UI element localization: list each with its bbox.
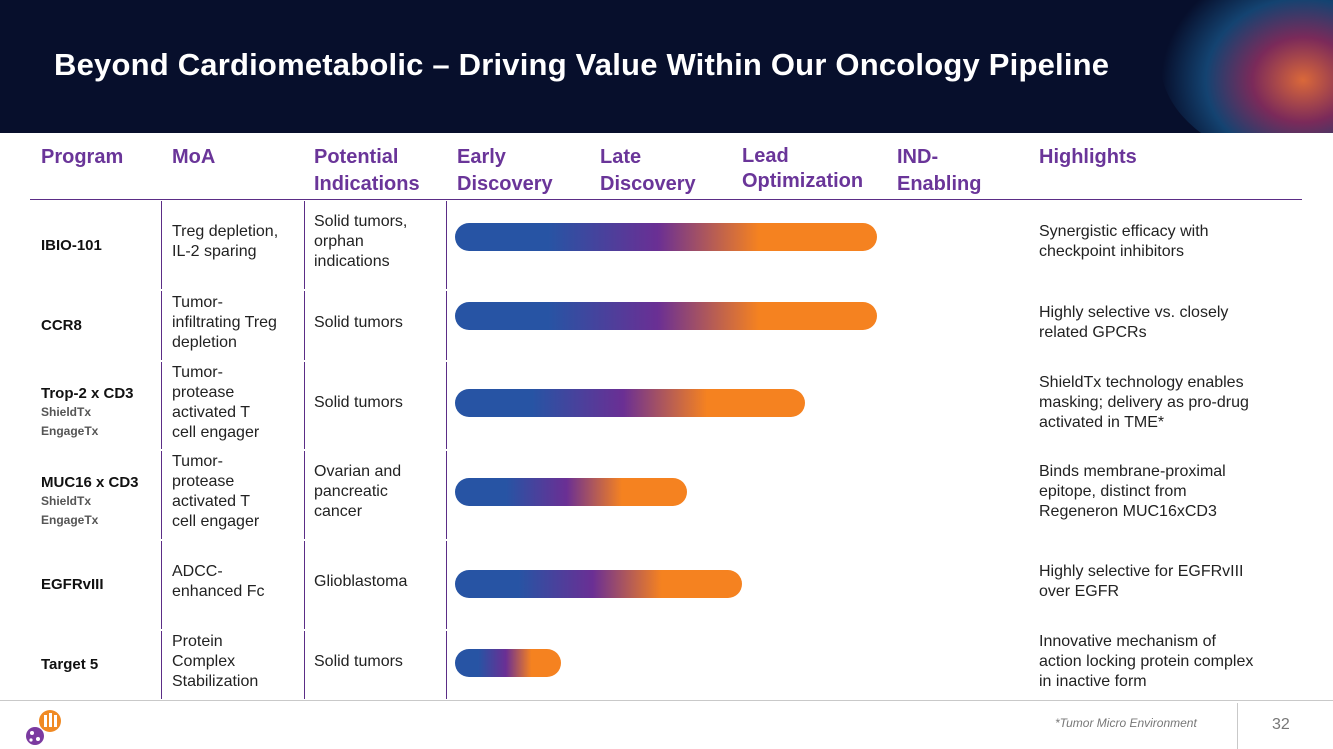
- highlight-text: ShieldTx technology enables masking; deli…: [1039, 374, 1249, 431]
- pipeline-progress-bar: [455, 649, 561, 677]
- slide-title: Beyond Cardiometabolic – Driving Value W…: [54, 47, 1110, 82]
- column-divider: [161, 201, 162, 289]
- indication-text: Solid tumors, orphan indications: [314, 213, 408, 270]
- column-divider: [446, 541, 447, 629]
- column-divider: [161, 362, 162, 449]
- header-indications: Potential Indications: [314, 146, 420, 195]
- program-platform-tag: EngageTx: [41, 424, 99, 438]
- header-early-discovery: Early Discovery: [457, 146, 553, 195]
- title-banner: Beyond Cardiometabolic – Driving Value W…: [0, 0, 1333, 133]
- highlight-text: Synergistic efficacy with checkpoint inhi…: [1039, 223, 1209, 260]
- program-name: Target 5: [41, 656, 99, 673]
- pipeline-progress-bar: [455, 389, 805, 417]
- page-number-divider: [1237, 703, 1238, 749]
- indication-text: Glioblastoma: [314, 573, 408, 590]
- program-platform-tag: EngageTx: [41, 513, 99, 527]
- indication-text: Solid tumors: [314, 314, 403, 331]
- column-divider: [446, 291, 447, 360]
- highlight-text: Innovative mechanism of action locking pr…: [1039, 633, 1254, 690]
- header-late-discovery: Late Discovery: [600, 146, 696, 195]
- indication-text: Ovarian and pancreatic cancer: [314, 463, 402, 520]
- header-lead-optimization: Lead Optimization: [742, 145, 864, 192]
- antibody-illustration: [1160, 0, 1333, 133]
- column-divider: [161, 291, 162, 360]
- highlight-text: Binds membrane-proximal epitope, distinct…: [1039, 463, 1226, 520]
- page-number: 32: [1272, 716, 1290, 733]
- highlight-text: Highly selective for EGFRvIII over EGFR: [1039, 563, 1244, 600]
- column-divider: [304, 201, 305, 289]
- column-divider: [446, 451, 447, 539]
- header-highlights: Highlights: [1039, 146, 1137, 168]
- header-program: Program: [41, 146, 124, 168]
- moa-text: Treg depletion, IL-2 sparing: [172, 223, 279, 260]
- header-moa: MoA: [172, 146, 216, 168]
- column-divider: [446, 362, 447, 449]
- column-divider: [161, 541, 162, 629]
- column-divider: [304, 451, 305, 539]
- program-name: CCR8: [41, 317, 82, 334]
- header-divider: [30, 199, 1302, 200]
- program-platform-tag: ShieldTx: [41, 405, 92, 419]
- pipeline-progress-bar: [455, 570, 742, 598]
- column-divider: [304, 291, 305, 360]
- pipeline-progress-bar: [455, 302, 877, 330]
- footer-divider: [0, 700, 1333, 701]
- column-divider: [161, 631, 162, 699]
- column-divider: [446, 631, 447, 699]
- program-name: EGFRvIII: [41, 576, 104, 593]
- column-divider: [304, 362, 305, 449]
- column-divider: [446, 201, 447, 289]
- column-divider: [161, 451, 162, 539]
- company-logo: [26, 710, 61, 745]
- moa-text: ADCC-enhanced Fc: [172, 563, 265, 600]
- highlight-text: Highly selective vs. closely related GPCR…: [1039, 304, 1229, 341]
- program-name: Trop-2 x CD3 ShieldTx EngageTx: [41, 385, 134, 438]
- header-ind-enabling: IND- Enabling: [897, 146, 982, 195]
- column-divider: [304, 631, 305, 699]
- moa-text: Tumor-infiltrating Treg depletion: [172, 294, 277, 351]
- footnote: *Tumor Micro Environment: [1055, 716, 1197, 730]
- indication-text: Solid tumors: [314, 394, 403, 411]
- program-platform-tag: ShieldTx: [41, 494, 92, 508]
- pipeline-progress-bar: [455, 478, 687, 506]
- program-name: IBIO-101: [41, 237, 102, 254]
- column-divider: [304, 541, 305, 629]
- indication-text: Solid tumors: [314, 653, 403, 670]
- moa-text: Protein Complex Stabilization: [172, 633, 259, 690]
- program-name: MUC16 x CD3 ShieldTx EngageTx: [41, 474, 139, 527]
- pipeline-progress-bar: [455, 223, 877, 251]
